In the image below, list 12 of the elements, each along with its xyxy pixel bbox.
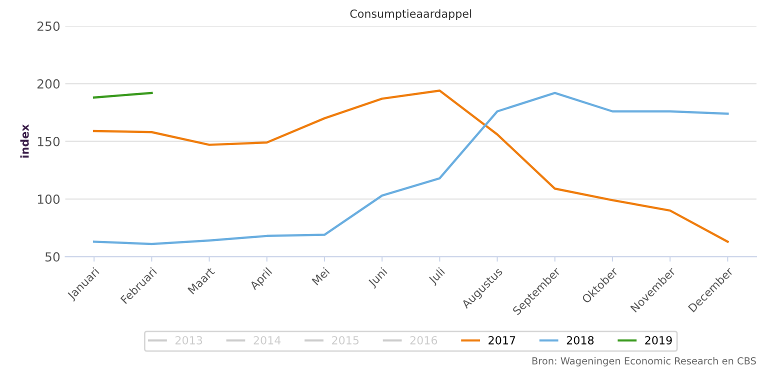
y-tick-label: 50 (45, 252, 60, 262)
legend-label: 2019 (645, 336, 672, 344)
y-tick-label: 250 (37, 22, 60, 31)
y-tick-label: 200 (37, 79, 60, 89)
y-tick-label: 100 (38, 194, 60, 204)
y-axis-title: index (20, 124, 29, 158)
text: Bron: Wageningen Economic Research en CBS (532, 357, 756, 366)
legend-label: 2017 (488, 336, 516, 344)
legend-label: 2018 (566, 336, 594, 344)
y-tick-label: 150 (38, 136, 60, 146)
chart-title: Consumptieaardappel (350, 9, 472, 20)
x-tick-label: Mei (311, 267, 330, 286)
